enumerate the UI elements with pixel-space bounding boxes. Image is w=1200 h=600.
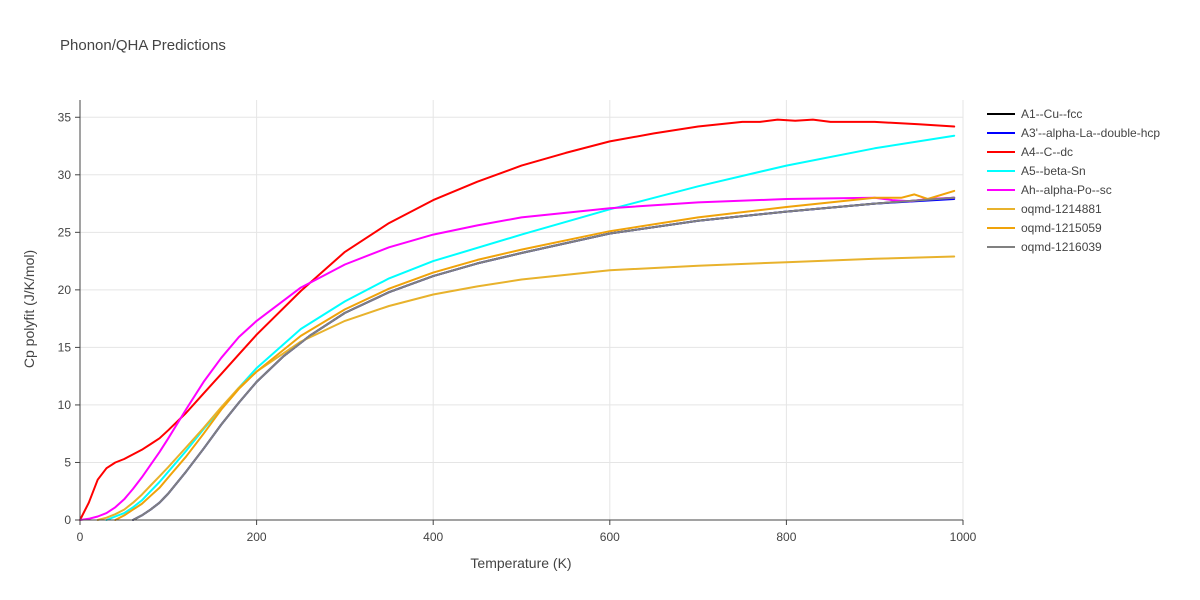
legend-label: A5--beta-Sn: [1021, 164, 1086, 178]
y-tick-label: 0: [64, 513, 71, 527]
legend-item[interactable]: Ah--alpha-Po--sc: [987, 183, 1112, 197]
x-tick-label: 0: [77, 530, 84, 544]
series-line-oqmd-1214881: [96, 255, 956, 521]
chart-title: Phonon/QHA Predictions: [60, 37, 226, 54]
legend-label: A1--Cu--fcc: [1021, 107, 1082, 121]
y-tick-label: 30: [58, 168, 72, 182]
series-line-a4-c-dc: [79, 118, 956, 521]
x-tick-label: 1000: [950, 530, 977, 544]
legend-label: oqmd-1215059: [1021, 221, 1102, 235]
x-axis-title: Temperature (K): [470, 555, 571, 571]
x-tick-label: 200: [247, 530, 267, 544]
legend-item[interactable]: A5--beta-Sn: [987, 164, 1086, 178]
legend-item[interactable]: oqmd-1216039: [987, 240, 1102, 254]
legend: A1--Cu--fcc A3'--alpha-La--double-hcp A4--…: [987, 107, 1160, 254]
series-line-oqmd-1216039: [132, 196, 956, 521]
series-line-ah-alpha-po-sc: [79, 196, 956, 521]
legend-item[interactable]: oqmd-1215059: [987, 221, 1102, 235]
y-tick-label: 25: [58, 225, 72, 239]
legend-label: Ah--alpha-Po--sc: [1021, 183, 1112, 197]
y-axis-title: Cp polyfit (J/K/mol): [21, 250, 37, 368]
x-tick-label: 800: [776, 530, 796, 544]
legend-item[interactable]: A3'--alpha-La--double-hcp: [987, 126, 1160, 140]
legend-label: A3'--alpha-La--double-hcp: [1021, 126, 1160, 140]
axes: 0 200 400 600 800 1000 0 5 10 15 20 25 30 35: [58, 100, 977, 544]
legend-label: oqmd-1214881: [1021, 202, 1102, 216]
x-tick-label: 600: [600, 530, 620, 544]
y-tick-label: 10: [58, 398, 72, 412]
y-tick-label: 15: [58, 340, 72, 354]
legend-item[interactable]: oqmd-1214881: [987, 202, 1102, 216]
x-tick-label: 400: [423, 530, 443, 544]
legend-item[interactable]: A1--Cu--fcc: [987, 107, 1082, 121]
legend-label: oqmd-1216039: [1021, 240, 1102, 254]
y-tick-label: 20: [58, 283, 72, 297]
grid-lines: [80, 100, 964, 520]
y-tick-label: 35: [58, 110, 72, 124]
legend-item[interactable]: A4--C--dc: [987, 145, 1073, 159]
legend-label: A4--C--dc: [1021, 145, 1073, 159]
plot-area: [79, 118, 956, 521]
series-line-oqmd-1215059: [114, 189, 956, 521]
y-tick-label: 5: [64, 455, 71, 469]
